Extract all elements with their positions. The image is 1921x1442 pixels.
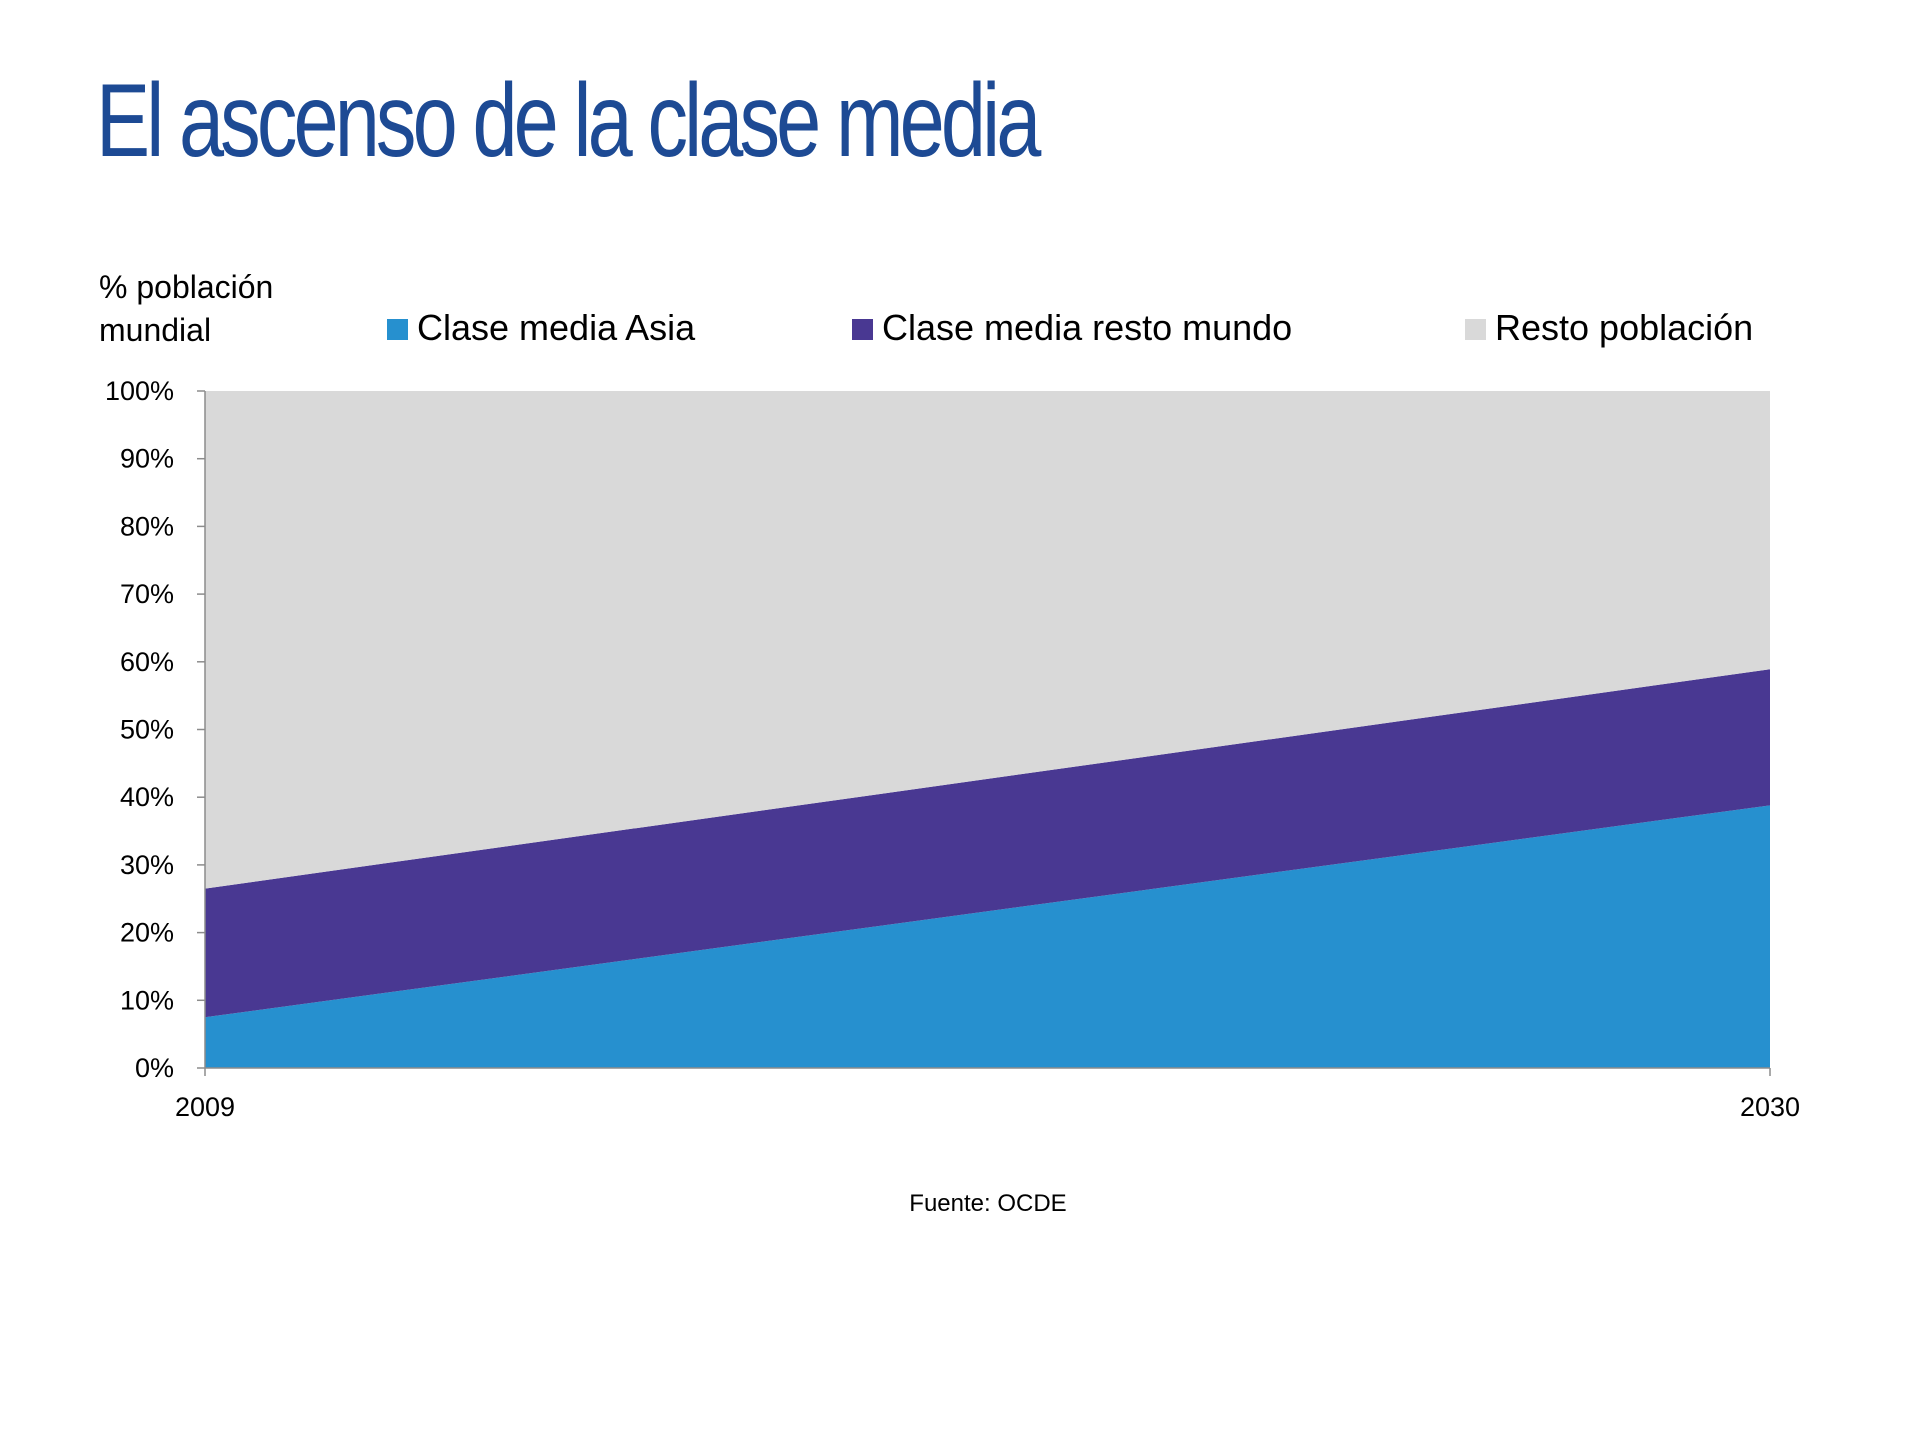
y-tick-label: 0% (135, 1053, 174, 1083)
axis-layer: 0% 10% 20% 30% 40% 50% 60% 70% 80% 90% 100% 2009 203… (105, 376, 1800, 1122)
y-tick-label: 80% (120, 511, 174, 541)
y-tick-label: 20% (120, 918, 174, 948)
y-tick-label: 50% (120, 715, 174, 745)
legend-swatch (1465, 319, 1486, 340)
y-axis-label-line-2: mundial (99, 312, 211, 348)
y-tick-label: 100% (105, 376, 174, 406)
chart-legend: Clase media Asia Clase media resto mundo R… (387, 307, 1753, 348)
y-tick-label: 70% (120, 579, 174, 609)
y-axis-label-line-1: % población (99, 269, 273, 305)
source-note: Fuente: OCDE (909, 1190, 1066, 1217)
area-layer (205, 391, 1770, 1068)
legend-label: Resto población (1495, 307, 1753, 348)
page-title: El ascenso de la clase media (96, 63, 1041, 179)
area-series-3 (205, 391, 1770, 889)
legend-swatch (387, 319, 408, 340)
y-tick-label: 10% (120, 985, 174, 1015)
y-tick-label: 60% (120, 647, 174, 677)
x-tick-label: 2030 (1740, 1092, 1800, 1122)
legend-label: Clase media Asia (417, 307, 696, 348)
area-series-2 (205, 669, 1770, 1018)
legend-swatch (852, 319, 873, 340)
x-tick-label: 2009 (175, 1092, 235, 1122)
area-series-1 (205, 805, 1770, 1068)
y-tick-label: 30% (120, 850, 174, 880)
y-tick-label: 40% (120, 782, 174, 812)
legend-label: Clase media resto mundo (882, 307, 1292, 348)
y-tick-label: 90% (120, 444, 174, 474)
